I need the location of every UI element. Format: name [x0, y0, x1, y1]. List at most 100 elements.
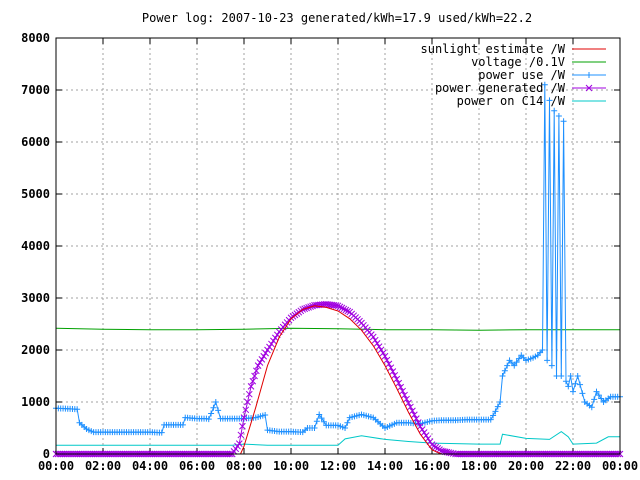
point-marker: [240, 414, 248, 421]
point-marker: [342, 306, 350, 314]
point-marker: [336, 303, 344, 311]
point-marker: [497, 399, 504, 405]
point-marker: [74, 406, 81, 413]
x-axis-ticks: 00:00 02:00 04:00 06:00 08:00 10:00 12:00 14:00…: [38, 38, 638, 473]
y-tick-label: 6000: [21, 135, 50, 149]
chart-title: Power log: 2007-10-23 generated/kWh=17.9…: [142, 11, 532, 25]
point-marker: [344, 307, 352, 315]
point-marker: [492, 408, 499, 415]
point-marker: [577, 381, 584, 388]
legend-marker: [586, 72, 592, 78]
point-marker: [262, 349, 269, 357]
point-marker: [383, 356, 391, 364]
point-marker: [262, 412, 269, 418]
point-marker: [256, 359, 264, 366]
point-marker: [338, 304, 346, 312]
point-marker: [544, 357, 551, 364]
point-marker: [158, 429, 165, 436]
point-marker: [570, 388, 576, 395]
point-marker: [401, 391, 408, 399]
point-marker: [501, 367, 508, 374]
point-marker: [422, 432, 430, 439]
point-marker: [379, 349, 387, 357]
point-marker: [567, 373, 574, 379]
legend-label: voltage /0.1V: [471, 55, 565, 69]
legend-label: power generated /W: [435, 81, 566, 95]
point-marker: [407, 403, 414, 411]
point-marker: [239, 422, 246, 430]
series-4: [56, 430, 620, 446]
point-marker: [320, 418, 327, 425]
point-marker: [395, 379, 403, 387]
x-tick-label: 10:00: [273, 459, 309, 473]
point-marker: [210, 404, 217, 411]
point-marker: [371, 336, 379, 344]
point-marker: [412, 415, 420, 422]
point-marker: [369, 333, 377, 341]
x-tick-label: 04:00: [132, 459, 168, 473]
point-marker: [258, 356, 266, 363]
point-marker: [334, 302, 342, 310]
point-marker: [595, 392, 602, 399]
legend-label: power on C14 /W: [457, 94, 566, 108]
point-marker: [389, 368, 397, 375]
point-marker: [416, 423, 424, 430]
point-marker: [377, 346, 385, 354]
point-marker: [208, 410, 215, 417]
point-marker: [215, 407, 222, 414]
point-marker: [562, 378, 569, 385]
point-marker: [179, 421, 186, 428]
point-marker: [266, 343, 273, 351]
x-tick-label: 08:00: [226, 459, 262, 473]
x-tick-label: 12:00: [320, 459, 356, 473]
point-marker: [494, 403, 501, 410]
point-marker: [513, 359, 520, 366]
series-0: [240, 305, 442, 455]
point-marker: [332, 302, 340, 309]
point-marker: [205, 416, 212, 423]
point-marker: [511, 362, 518, 369]
point-marker: [574, 373, 581, 379]
legend-label: power use /W: [478, 68, 565, 82]
point-marker: [393, 375, 401, 383]
point-marker: [572, 380, 579, 387]
y-tick-label: 8000: [21, 31, 50, 45]
point-marker: [560, 118, 567, 125]
point-marker: [242, 406, 250, 414]
point-marker: [268, 340, 275, 348]
point-marker: [251, 372, 258, 380]
point-marker: [420, 429, 428, 436]
point-marker: [515, 355, 522, 362]
y-tick-label: 7000: [21, 83, 50, 97]
x-tick-label: 20:00: [508, 459, 544, 473]
point-marker: [311, 425, 318, 431]
point-marker: [381, 352, 389, 360]
y-tick-label: 4000: [21, 239, 50, 253]
point-marker: [375, 343, 383, 350]
point-marker: [405, 399, 412, 407]
x-tick-label: 06:00: [179, 459, 215, 473]
point-marker: [541, 81, 548, 88]
point-marker: [344, 419, 351, 426]
point-marker: [499, 373, 506, 379]
point-marker: [490, 412, 497, 419]
x-tick-label: 02:00: [85, 459, 121, 473]
point-marker: [593, 388, 600, 395]
x-tick-label: 00:00: [602, 459, 638, 473]
point-marker: [212, 399, 219, 405]
point-marker: [244, 398, 251, 406]
legend-label: sunlight estimate /W: [421, 42, 566, 56]
point-marker: [318, 415, 325, 422]
point-marker: [235, 440, 243, 447]
point-marker: [588, 404, 595, 411]
point-marker: [342, 425, 349, 431]
point-marker: [409, 407, 416, 415]
point-marker: [340, 305, 348, 313]
y-tick-label: 0: [43, 447, 50, 461]
point-marker: [254, 362, 262, 369]
point-marker: [551, 107, 558, 114]
x-tick-label: 00:00: [38, 459, 74, 473]
series-line: [55, 327, 620, 331]
point-marker: [504, 362, 511, 369]
